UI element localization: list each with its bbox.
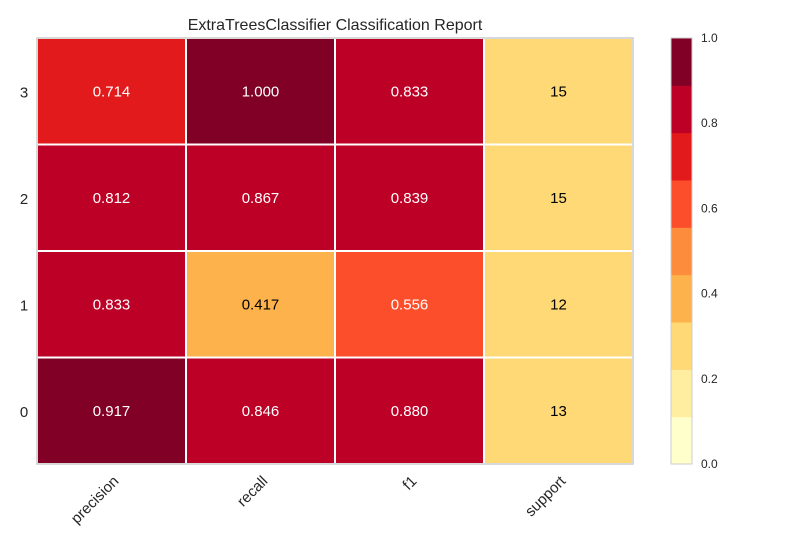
cell-value-label: 0.846: [242, 403, 280, 420]
cell-value-label: 0.839: [391, 190, 429, 207]
colorbar-segment: [671, 274, 692, 323]
colorbar-frame: [670, 37, 693, 465]
cell-value-label: 0.867: [242, 190, 280, 207]
x-axis-tick-labels: precision recall f1 support: [68, 472, 570, 527]
cell-value-label: 15: [550, 83, 567, 100]
cell-value-label: 0.556: [391, 296, 429, 313]
cell-value-label: 0.833: [93, 296, 131, 313]
cell-value-label: 12: [550, 296, 567, 313]
heatmap-cell-1-support: [483, 250, 634, 359]
heatmap-cell-0-support: [483, 356, 634, 465]
y-tick-label: 1: [20, 297, 28, 314]
colorbar-segment: [671, 132, 692, 181]
heatmap-cell-1-recall: [185, 250, 336, 359]
colorbar-segment: [671, 85, 692, 134]
heatmap-cell-3-recall: [185, 37, 336, 146]
heatmap-cell-2-recall: [185, 143, 336, 252]
colorbar-segment: [671, 322, 692, 370]
colorbar-segment: [671, 38, 692, 86]
cell-value-label: 15: [550, 190, 567, 207]
cell-value-label: 0.812: [93, 190, 131, 207]
colorbar-segment: [671, 369, 692, 418]
heatmap-cell-2-support: [483, 143, 634, 252]
colorbar-tick-label: 0.0: [701, 457, 718, 471]
cell-value-label: 0.917: [93, 403, 131, 420]
cell-value-label: 13: [550, 403, 567, 420]
y-tick-label: 0: [20, 404, 28, 421]
colorbar-segment: [671, 180, 692, 228]
x-tick-label: support: [522, 472, 570, 520]
x-tick-label: precision: [68, 473, 122, 527]
colorbar-tick-label: 1.0: [701, 31, 718, 45]
y-axis-tick-labels: 3 2 1 0: [20, 84, 28, 421]
heatmap-cell-3-precision: [36, 37, 187, 146]
cell-value-label: 1.000: [242, 83, 280, 100]
heatmap-frame: [36, 37, 634, 465]
colorbar: 0.0 0.2 0.4 0.6 0.8 1.0: [670, 31, 718, 471]
colorbar-tick-label: 0.4: [701, 287, 718, 301]
chart-title: ExtraTreesClassifier Classification Repo…: [188, 17, 483, 34]
x-tick-label: recall: [234, 473, 271, 510]
heatmap-cell-0-recall: [185, 356, 336, 465]
cell-value-label: 0.880: [391, 403, 429, 420]
colorbar-segment: [671, 416, 692, 465]
y-tick-label: 2: [20, 191, 28, 208]
y-tick-label: 3: [20, 84, 28, 101]
cell-value-label: 0.714: [93, 83, 131, 100]
cell-value-label: 0.833: [391, 83, 429, 100]
cell-value-label: 0.417: [242, 296, 280, 313]
colorbar-tick-label: 0.8: [701, 116, 718, 130]
colorbar-tick-label: 0.6: [701, 201, 718, 215]
colorbar-segment: [671, 227, 692, 276]
colorbar-tick-label: 0.2: [701, 372, 718, 386]
x-tick-label: f1: [399, 473, 420, 494]
heatmap-cells: 0.714 1.000 0.833 15 0.812 0.867 0.839 15 0.833 0…: [36, 37, 634, 465]
